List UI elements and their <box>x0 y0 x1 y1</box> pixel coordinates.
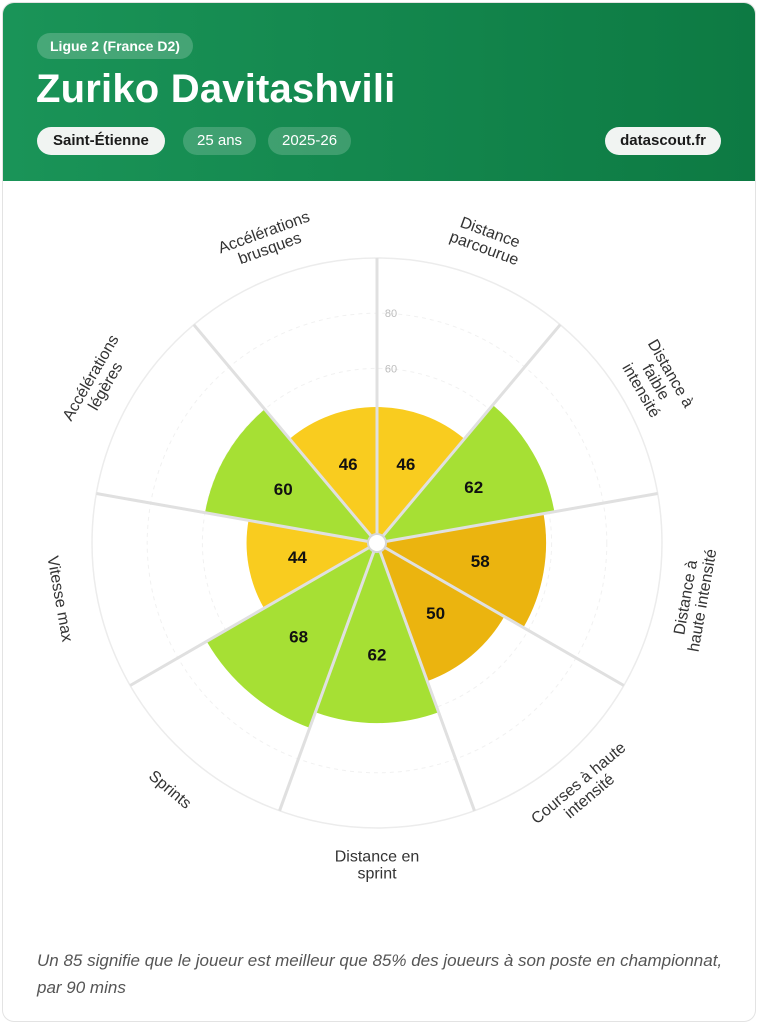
radar-spoke <box>278 542 379 812</box>
radar-center <box>367 533 387 553</box>
radar-wedge <box>315 543 439 724</box>
player-name: Zuriko Davitashvili <box>36 67 396 111</box>
radar-wedge <box>377 513 547 628</box>
footnote: Un 85 signifie que le joueur est meilleu… <box>37 951 723 997</box>
svg-text:Courses à hauteintensité: Courses à hauteintensité <box>528 739 640 841</box>
radar-spoke <box>375 323 562 544</box>
card-header: Ligue 2 (France D2) Zuriko Davitashvili … <box>3 3 755 181</box>
radar-spoke <box>376 492 658 545</box>
radar-chart: 60 80 46 62 58 50 62 68 44 60 46 Distanceparcourue D… <box>43 208 721 883</box>
value-label: 58 <box>471 552 490 571</box>
radar-spoke <box>129 541 378 687</box>
radar-spoke <box>192 323 379 544</box>
value-label: 50 <box>426 604 445 623</box>
radar-wedge <box>377 405 555 543</box>
radar-wedge <box>206 543 377 728</box>
age-badge: 25 ans <box>183 127 257 155</box>
league-badge: Ligue 2 (France D2) <box>37 33 193 59</box>
club-badge: Saint-Étienne <box>37 127 165 155</box>
radar-wedge <box>289 407 377 543</box>
radar-wedge <box>377 407 465 543</box>
radar-spoke <box>96 492 378 545</box>
value-label: 62 <box>368 646 387 665</box>
category-label: Distance àhaute intensité <box>669 545 721 654</box>
value-label: 44 <box>288 548 307 567</box>
value-label: 46 <box>339 455 358 474</box>
radar-wedge <box>246 520 377 609</box>
category-label: Accélérationslégères <box>60 332 137 432</box>
svg-text:Sprints: Sprints <box>145 768 194 813</box>
category-label: Distance àfaibleintensité <box>614 337 696 428</box>
ring-tick-label: 60 <box>385 363 397 375</box>
svg-text:Distanceparcourue: Distanceparcourue <box>447 213 526 270</box>
value-label: 60 <box>274 480 293 499</box>
category-label: Sprints <box>145 768 194 813</box>
svg-text:Vitesse max: Vitesse max <box>43 555 75 643</box>
brand-badge: datascout.fr <box>605 127 721 155</box>
radar-spoke <box>376 541 625 687</box>
value-label: 62 <box>464 478 483 497</box>
svg-text:Accélérationsbrusques: Accélérationsbrusques <box>216 208 318 273</box>
ring-tick-label: 80 <box>385 308 397 320</box>
category-label: Distance en sprint <box>335 849 420 883</box>
category-label: Courses à hauteintensité <box>528 739 640 841</box>
radar-spoke <box>375 542 476 812</box>
value-label: 46 <box>396 455 415 474</box>
category-label: Vitesse max <box>43 555 75 643</box>
category-label: Accélérationsbrusques <box>216 208 318 273</box>
season-badge: 2025-26 <box>268 127 352 155</box>
svg-text:Accélérationslégères: Accélérationslégères <box>60 332 137 432</box>
category-label: Distanceparcourue <box>447 213 526 270</box>
radar-wedge <box>205 409 377 543</box>
svg-text:Distance àhaute intensité: Distance àhaute intensité <box>669 545 721 654</box>
radar-wedge <box>377 543 505 682</box>
value-label: 68 <box>289 627 308 646</box>
svg-text:Distance àfaibleintensité: Distance àfaibleintensité <box>614 337 696 428</box>
